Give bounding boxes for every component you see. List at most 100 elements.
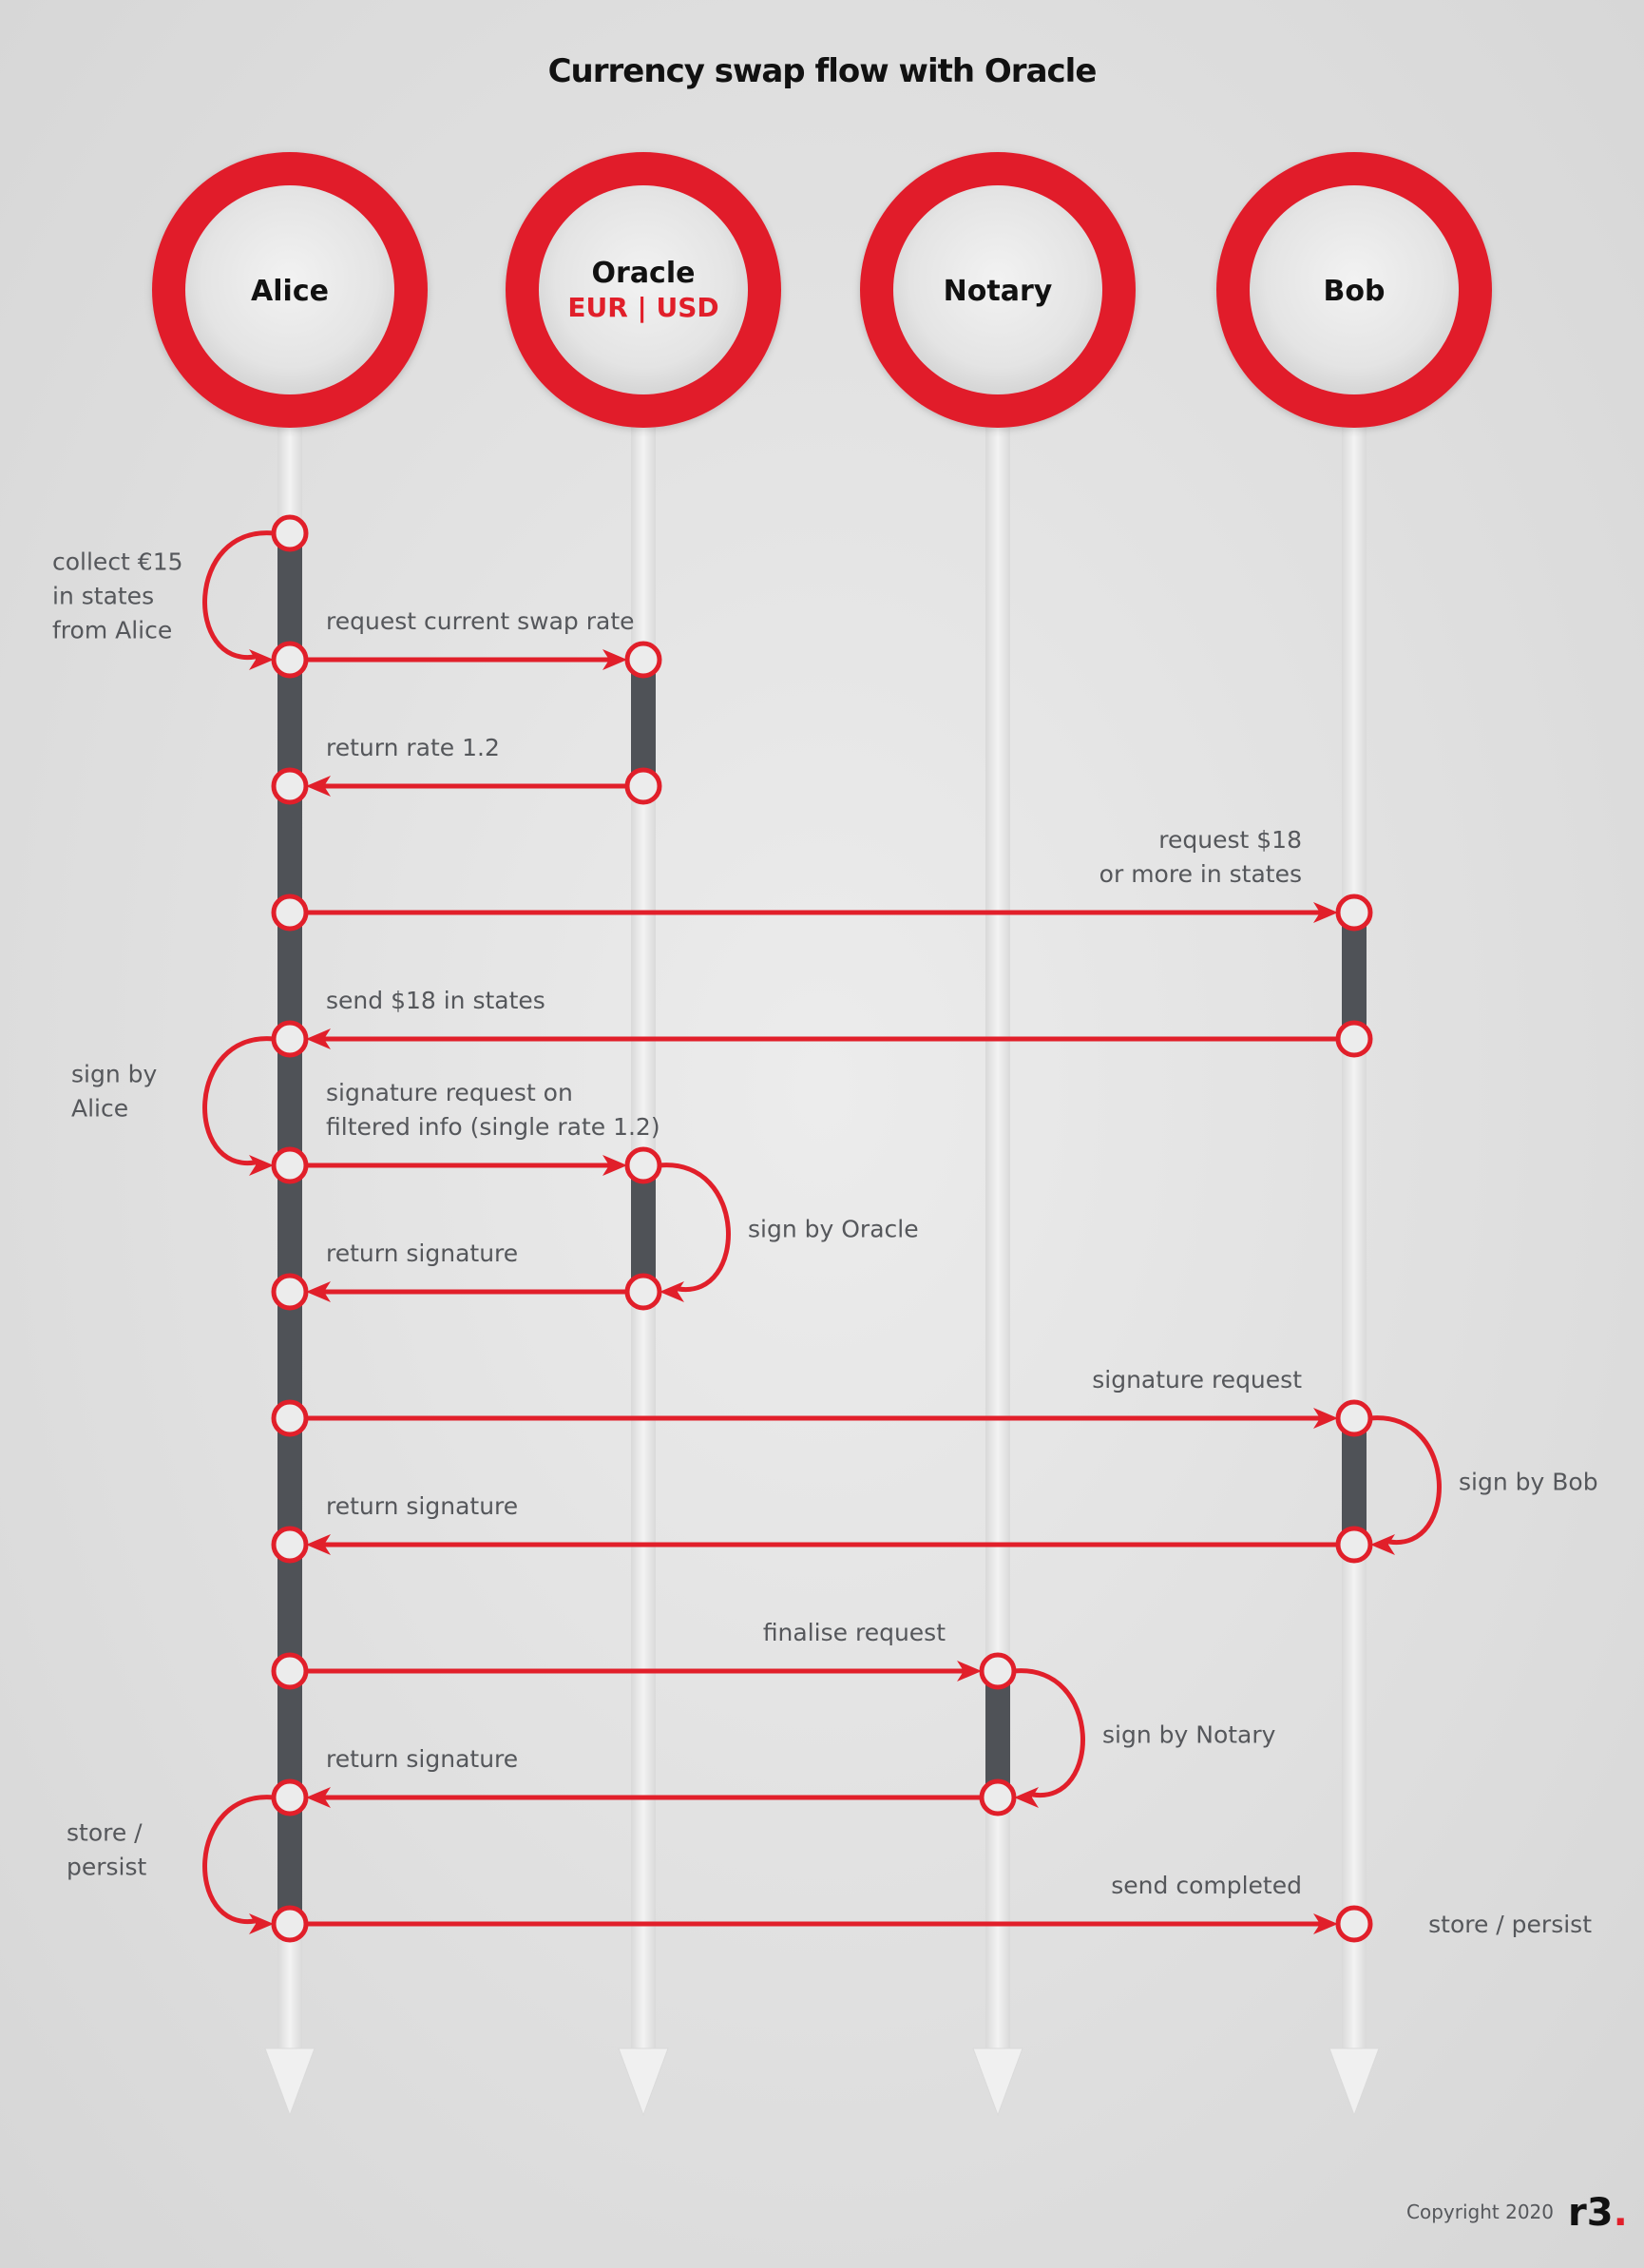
self-loop-label: sign by Bob bbox=[1459, 1469, 1598, 1496]
loop-arrow-head bbox=[249, 649, 274, 670]
message-point-bob bbox=[1335, 1399, 1373, 1437]
lifeline-arrowhead-alice bbox=[264, 2047, 315, 2117]
message-point-oracle bbox=[624, 641, 662, 679]
self-loop-alice bbox=[202, 1795, 275, 1924]
message-point-alice bbox=[271, 767, 309, 805]
message-point-alice bbox=[271, 1905, 309, 1943]
self-loops: collect €15 in states from Alice sign by Ali… bbox=[52, 530, 1598, 1938]
arrow-head bbox=[1313, 902, 1338, 923]
self-loop-label: sign by bbox=[71, 1061, 158, 1088]
activation-bar-bob bbox=[1342, 1418, 1367, 1545]
message-point-alice bbox=[271, 1273, 309, 1311]
message-point-notary bbox=[979, 1652, 1017, 1690]
message-point-alice bbox=[271, 1146, 309, 1184]
message-point-oracle bbox=[624, 1273, 662, 1311]
arrow-head bbox=[957, 1661, 982, 1682]
self-loop-label: Alice bbox=[71, 1095, 128, 1123]
arrow-head bbox=[602, 649, 627, 670]
self-loop-label: in states bbox=[52, 583, 154, 610]
activation-bar-notary bbox=[985, 1671, 1010, 1797]
actor-name: Oracle bbox=[592, 257, 696, 290]
self-loop-label: sign by Notary bbox=[1102, 1721, 1276, 1749]
message-label: return signature bbox=[326, 1745, 518, 1773]
messages: request current swap rate return rate 1.2… bbox=[306, 607, 1338, 1934]
self-loop-bob bbox=[1369, 1415, 1442, 1545]
lifeline-bob bbox=[1342, 404, 1367, 2048]
message-point-alice bbox=[271, 894, 309, 932]
message-point-oracle bbox=[624, 1146, 662, 1184]
r3-logo: r3. bbox=[1568, 2191, 1628, 2235]
message-label: send completed bbox=[1111, 1872, 1302, 1899]
end-note: store / persist bbox=[1428, 1911, 1592, 1938]
arrow-head bbox=[602, 1155, 627, 1176]
loop-arrow-head bbox=[660, 1281, 684, 1302]
message-label: signature request bbox=[1092, 1366, 1302, 1393]
self-loop-alice bbox=[202, 530, 275, 660]
copyright-text: Copyright 2020 bbox=[1406, 2201, 1554, 2223]
message-label: return signature bbox=[326, 1240, 518, 1267]
arrow-head bbox=[306, 1028, 331, 1049]
self-loop-label: collect €15 bbox=[52, 548, 183, 576]
message-point-notary bbox=[979, 1778, 1017, 1816]
arrow-head bbox=[1313, 1408, 1338, 1429]
self-loop-label: persist bbox=[67, 1854, 147, 1881]
loop-arrow-head bbox=[1370, 1534, 1395, 1555]
lifeline-arrowhead-oracle bbox=[618, 2047, 669, 2117]
self-loop-notary bbox=[1013, 1668, 1085, 1797]
actor-name: Alice bbox=[251, 275, 329, 308]
actor-notary: Notary bbox=[860, 152, 1136, 428]
self-loop-label: sign by Oracle bbox=[748, 1216, 919, 1243]
self-loop-oracle bbox=[659, 1163, 731, 1292]
message-label: signature request on bbox=[326, 1079, 573, 1106]
message-label: finalise request bbox=[763, 1619, 946, 1646]
actor-inner-circle bbox=[893, 185, 1102, 394]
message-point-alice bbox=[271, 641, 309, 679]
lifeline-arrowhead-bob bbox=[1329, 2047, 1380, 2117]
activation-bars bbox=[277, 533, 1367, 1924]
actor-inner-circle bbox=[185, 185, 394, 394]
activation-bar-oracle bbox=[631, 660, 656, 786]
message-point-bob bbox=[1335, 894, 1373, 932]
actor-name: Notary bbox=[944, 275, 1053, 308]
message-label: request $18 bbox=[1158, 826, 1302, 854]
lifeline-arrowhead-notary bbox=[972, 2047, 1023, 2117]
message-label: filtered info (single rate 1.2) bbox=[326, 1113, 660, 1141]
actor-inner-circle bbox=[1250, 185, 1459, 394]
self-loop-alice bbox=[202, 1036, 275, 1165]
activation-bar-alice bbox=[277, 533, 302, 1924]
page-title: Currency swap flow with Oracle bbox=[548, 52, 1097, 90]
message-point-alice bbox=[271, 514, 309, 552]
message-point-alice bbox=[271, 1778, 309, 1816]
message-label: send $18 in states bbox=[326, 987, 545, 1014]
self-loop-label: store / bbox=[67, 1819, 143, 1847]
footer: Copyright 2020 r3. bbox=[1406, 2191, 1628, 2235]
message-label: request current swap rate bbox=[326, 607, 635, 635]
arrow-head bbox=[306, 776, 331, 797]
actor-name: Bob bbox=[1324, 275, 1386, 308]
message-label: return signature bbox=[326, 1492, 518, 1520]
actor-inner-circle bbox=[539, 185, 748, 394]
activation-bar-oracle bbox=[631, 1165, 656, 1292]
message-point-alice bbox=[271, 1399, 309, 1437]
loop-arrow-head bbox=[1014, 1787, 1039, 1808]
self-loop-label: from Alice bbox=[52, 617, 172, 644]
message-point-alice bbox=[271, 1652, 309, 1690]
r3-logo-letters: r3 bbox=[1568, 2191, 1614, 2235]
actor-bob: Bob bbox=[1216, 152, 1492, 428]
message-point-bob bbox=[1335, 1526, 1373, 1564]
loop-arrow-head bbox=[249, 1913, 274, 1934]
r3-logo-dot: . bbox=[1614, 2191, 1628, 2235]
message-point-alice bbox=[271, 1526, 309, 1564]
loop-arrow-head bbox=[249, 1155, 274, 1176]
message-label: return rate 1.2 bbox=[326, 734, 500, 761]
message-point-oracle bbox=[624, 767, 662, 805]
arrow-head bbox=[306, 1534, 331, 1555]
activation-bar-bob bbox=[1342, 913, 1367, 1039]
message-point-bob bbox=[1335, 1020, 1373, 1058]
arrow-head bbox=[306, 1281, 331, 1302]
message-point-alice bbox=[271, 1020, 309, 1058]
actor-subtitle: EUR | USD bbox=[567, 292, 718, 323]
actor-alice: Alice bbox=[152, 152, 428, 428]
